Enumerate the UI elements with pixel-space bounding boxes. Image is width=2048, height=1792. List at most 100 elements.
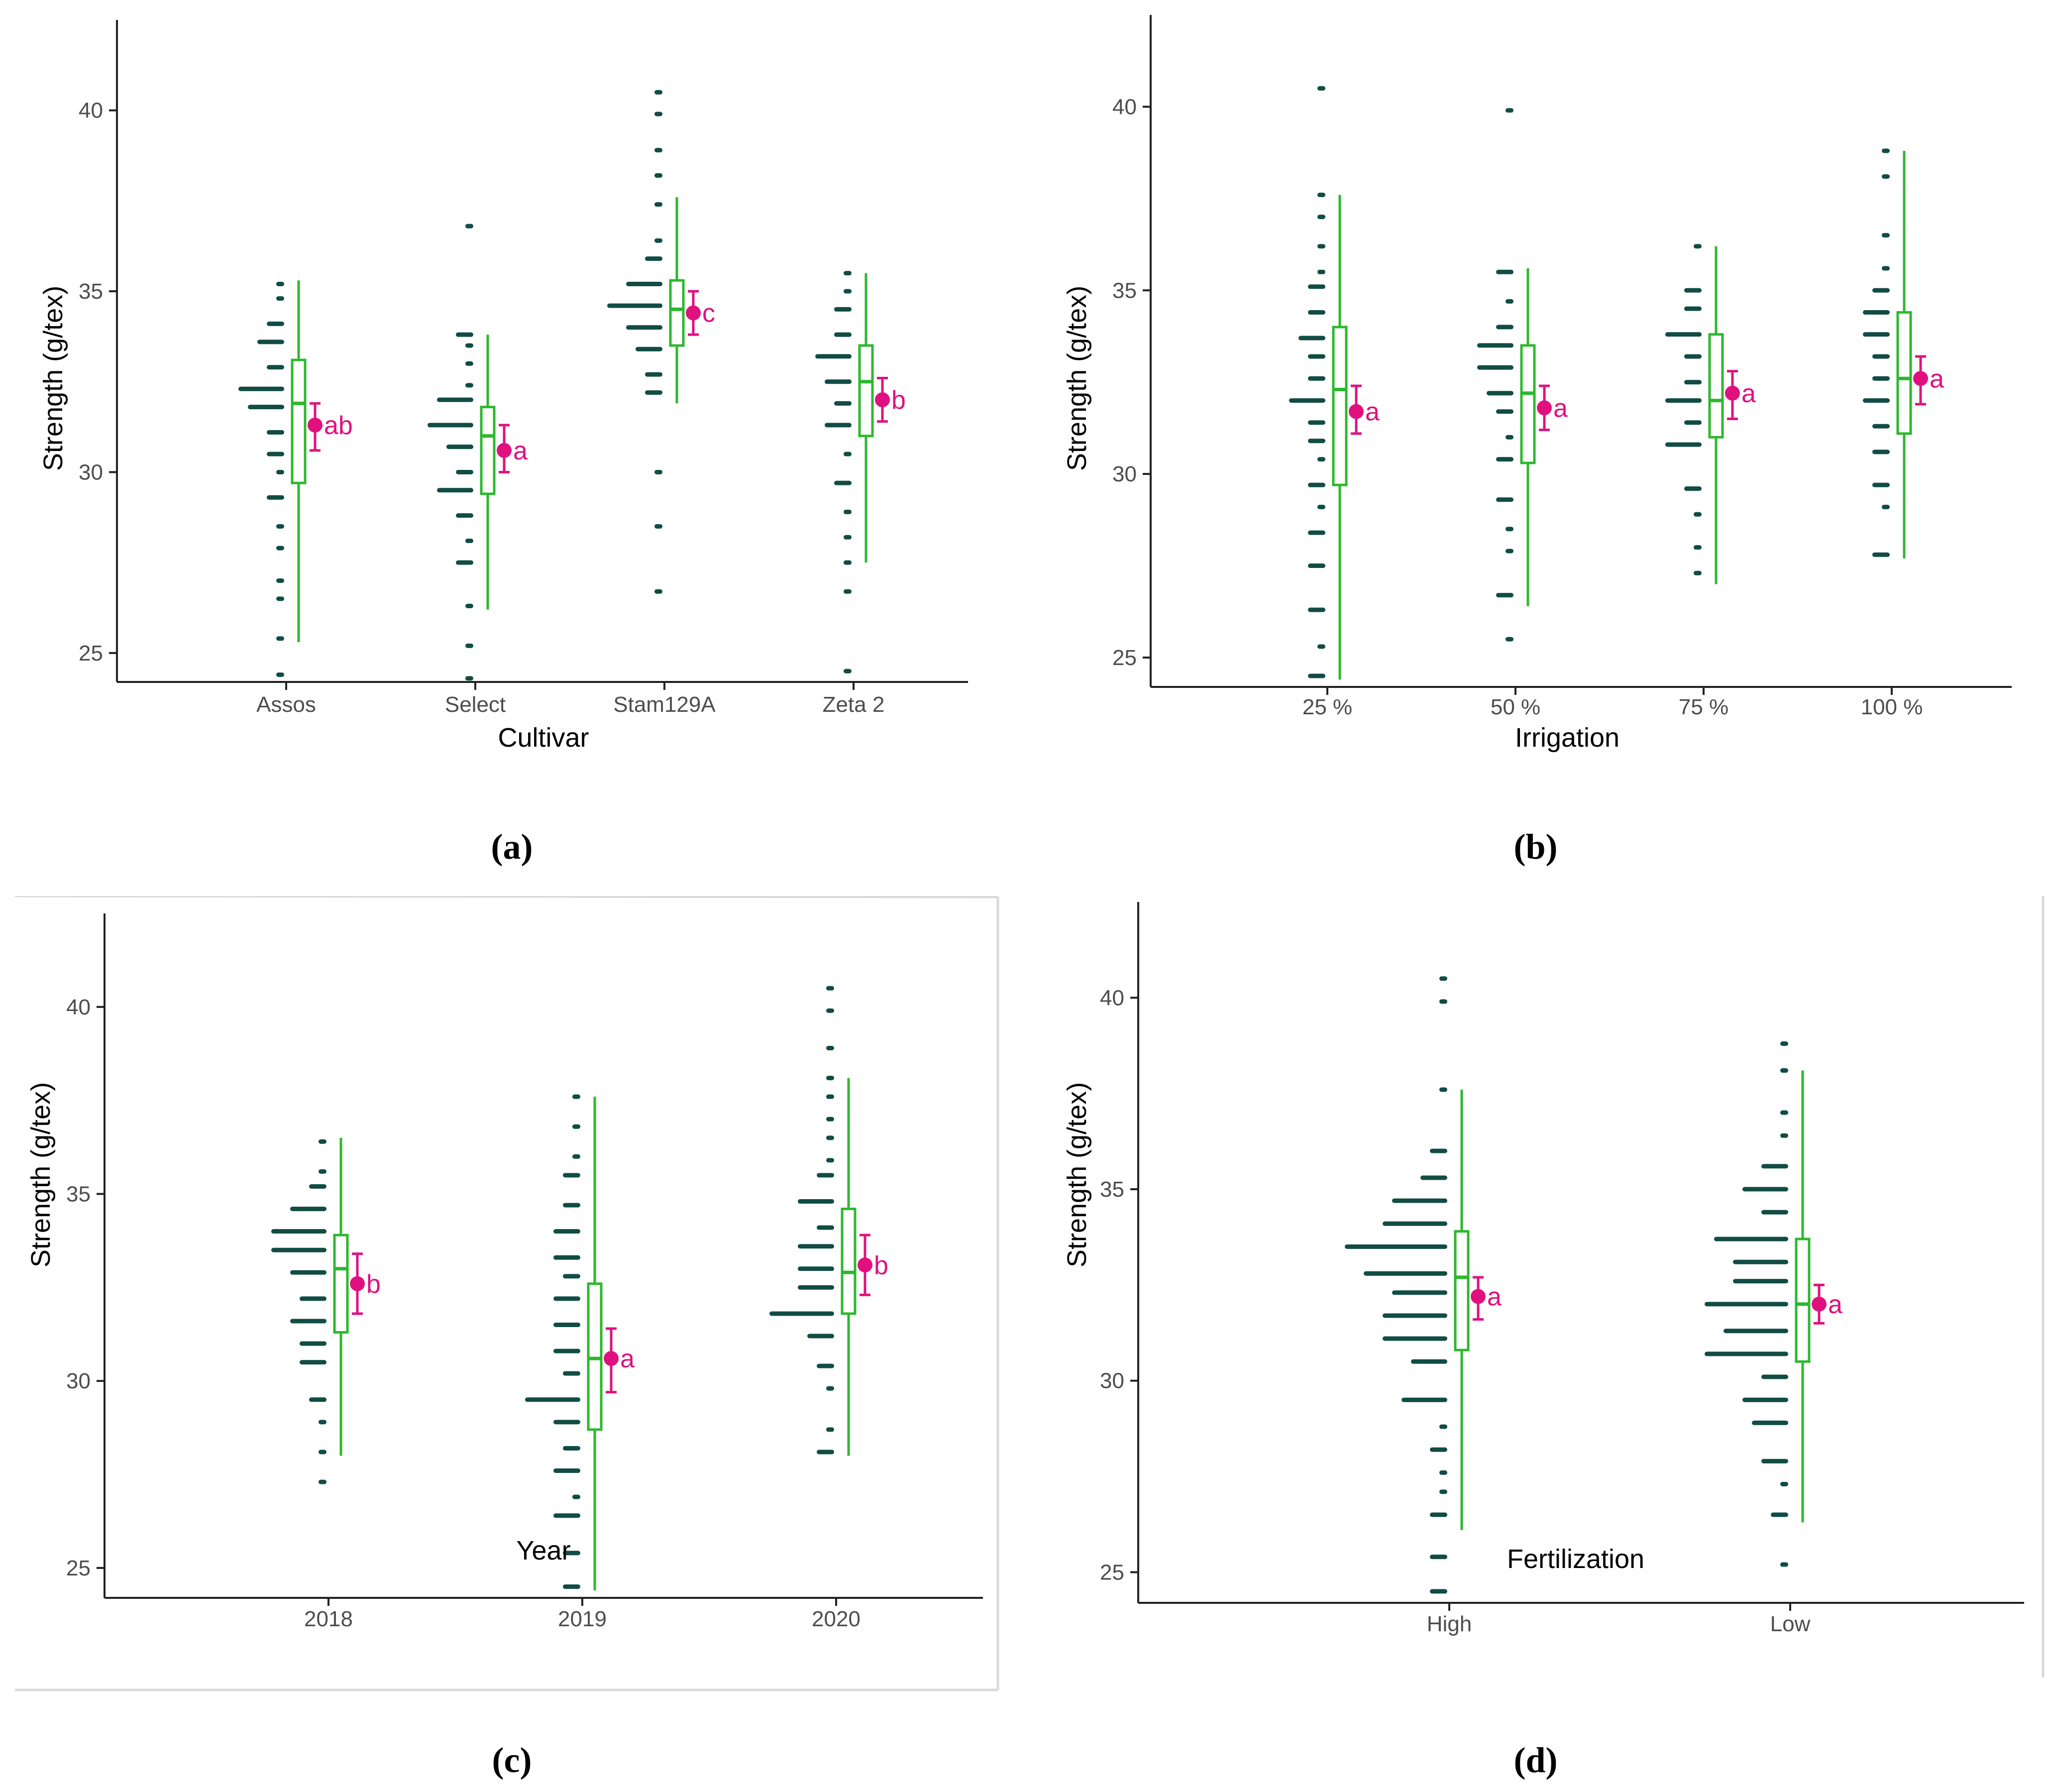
dot-stack	[1439, 999, 1447, 1004]
dot-stack	[1506, 435, 1513, 440]
dot-stack	[553, 1296, 580, 1301]
dot-stack	[1882, 505, 1890, 510]
dot-stack	[825, 379, 852, 384]
dot-stack	[446, 445, 473, 449]
dot-stack	[267, 451, 284, 456]
mean-point	[1349, 404, 1364, 419]
dot-stack	[1780, 1110, 1788, 1115]
dot-stack	[563, 1173, 580, 1178]
box-iqr	[669, 279, 685, 347]
significance-letter: a	[1365, 398, 1380, 427]
dot-stack	[1496, 593, 1513, 598]
box-iqr	[1795, 1237, 1811, 1363]
dot-stack	[1439, 1424, 1447, 1429]
dot-stack	[1317, 644, 1325, 649]
significance-letter: a	[1828, 1290, 1842, 1319]
dot-stack	[465, 539, 473, 544]
dot-stack	[826, 1117, 834, 1121]
dot-stack	[1761, 1374, 1788, 1379]
dot-stack	[563, 1584, 580, 1589]
x-tick-label: Assos	[256, 692, 316, 717]
dot-stack	[267, 430, 284, 435]
dot-stack	[1383, 1336, 1447, 1341]
mean-point	[1471, 1289, 1486, 1304]
dot-stack	[826, 1094, 834, 1099]
dot-stack	[1742, 1187, 1788, 1192]
dot-stack	[290, 1270, 326, 1275]
caption-d: (d)	[1513, 1740, 1558, 1780]
dot-stack	[817, 1173, 834, 1178]
y-tick-label: 30	[79, 460, 103, 484]
dot-stack	[276, 636, 284, 641]
dot-stack	[1694, 545, 1702, 550]
dot-stack	[807, 1334, 834, 1339]
dot-stack	[1506, 527, 1513, 532]
significance-letter: a	[1553, 394, 1568, 423]
dot-stack	[1705, 1302, 1788, 1307]
dot-stack	[276, 672, 284, 677]
x-tick-label: Stam129A	[613, 692, 716, 717]
y-tick-label: 30	[66, 1369, 91, 1393]
dot-stack	[1665, 398, 1702, 403]
dot-stack	[1684, 306, 1702, 311]
dot-stack	[817, 1225, 834, 1230]
dot-stack	[267, 321, 284, 326]
dot-stack	[572, 1124, 580, 1129]
y-tick-label: 25	[1100, 1560, 1124, 1584]
significance-letter: a	[1930, 364, 1944, 393]
dot-stack	[1872, 354, 1890, 359]
dot-stack	[290, 1207, 326, 1212]
dot-stack	[1308, 310, 1325, 315]
y-axis-title: Strength (g/tex)	[38, 286, 68, 471]
dot-stack	[826, 1427, 834, 1432]
x-tick-label: 50 %	[1491, 695, 1540, 719]
dot-stack	[1439, 976, 1447, 981]
dot-stack	[309, 1397, 326, 1402]
dot-stack	[844, 669, 852, 673]
dot-stack	[1684, 288, 1702, 293]
panel-c: 25 30 35 40 2018 b 2019 a 2020 b Strength (g/tex)…	[0, 896, 1024, 1792]
dot-stack	[1308, 439, 1325, 444]
dot-stack	[1684, 354, 1702, 359]
dot-stack	[654, 148, 662, 153]
dot-stack	[844, 589, 852, 594]
dot-stack	[1733, 1259, 1788, 1264]
dot-stack	[290, 1319, 326, 1324]
dot-stack	[654, 524, 662, 529]
dot-stack	[1752, 1420, 1788, 1425]
mean-point	[858, 1257, 872, 1273]
dot-stack	[1430, 1555, 1447, 1560]
dot-stack	[654, 589, 662, 594]
y-tick-label: 35	[1112, 278, 1137, 303]
significance-letter: b	[874, 1251, 888, 1280]
dot-stack	[1317, 269, 1325, 274]
dot-stack	[563, 1203, 580, 1208]
y-tick-label: 25	[66, 1556, 91, 1580]
chart-cultivar: 25 30 35 40 Assos ab Select a Stam129A c Zeta 2 b S…	[38, 20, 968, 753]
significance-letter: a	[1741, 379, 1756, 408]
dot-stack	[1872, 376, 1890, 381]
dot-stack	[309, 1184, 326, 1189]
dot-stack	[1506, 637, 1513, 642]
dot-stack	[437, 488, 473, 493]
y-tick-label: 35	[79, 279, 103, 304]
dot-stack	[1317, 215, 1325, 220]
dot-stack	[826, 1158, 834, 1163]
dot-stack	[1882, 233, 1890, 238]
dot-stack	[563, 1551, 580, 1556]
dot-stack	[1882, 148, 1890, 153]
x-tick-label: Select	[445, 692, 506, 717]
dot-stack	[654, 90, 662, 95]
box-iqr	[333, 1233, 349, 1334]
x-tick-label: 25 %	[1302, 695, 1352, 719]
dot-stack	[1317, 192, 1325, 197]
significance-letter: c	[702, 299, 715, 328]
dot-stack	[456, 332, 473, 337]
dot-stack	[1771, 1512, 1788, 1517]
dot-stack	[465, 343, 473, 348]
dot-stack	[654, 202, 662, 207]
dot-stack	[817, 1450, 834, 1455]
dot-stack	[319, 1450, 326, 1455]
dot-stack	[1882, 266, 1890, 271]
dot-stack	[645, 256, 662, 261]
